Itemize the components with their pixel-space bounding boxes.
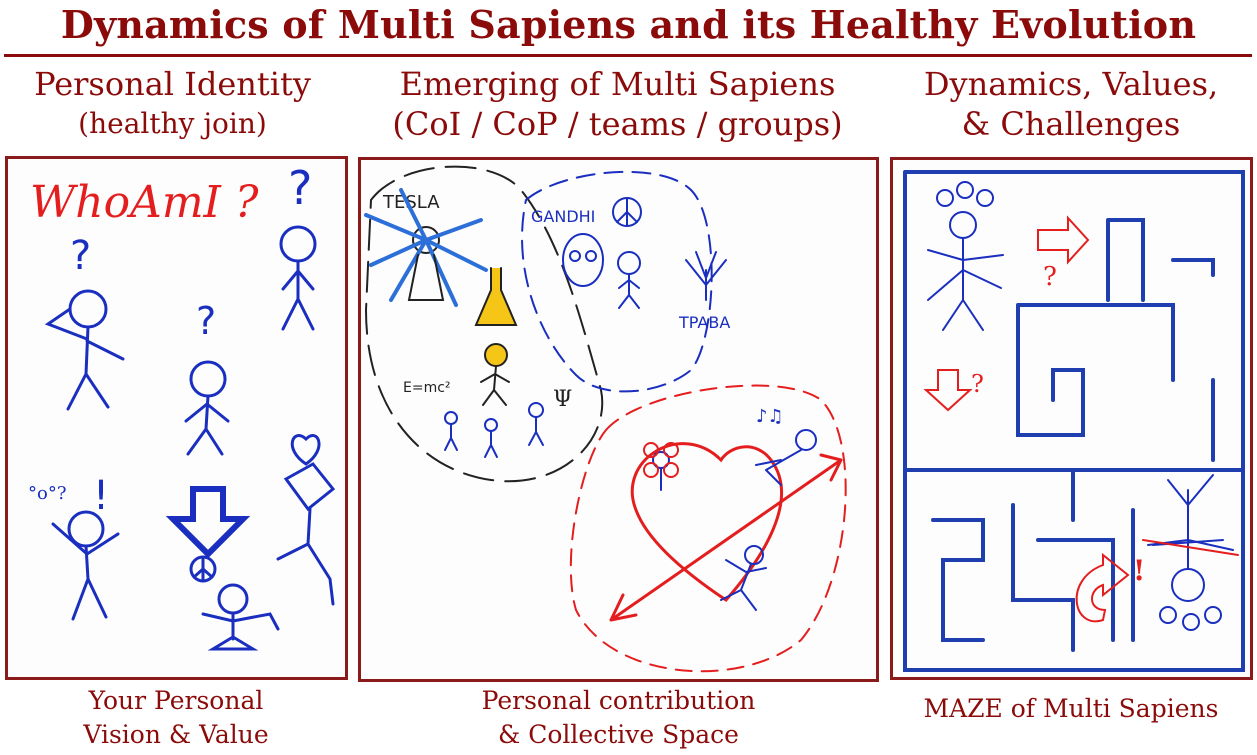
- trava-label: TPABA: [678, 313, 730, 332]
- tesla-label: TESLA: [382, 192, 440, 213]
- svg-text:?: ?: [70, 233, 91, 279]
- gandhi-label: GANDHI: [531, 207, 595, 226]
- tesla-coil-icon: [364, 188, 488, 307]
- thinking-figure-icon: ?: [44, 233, 125, 411]
- caption-line: Personal contribution: [481, 686, 756, 715]
- maze-question-label: ?: [1043, 262, 1057, 292]
- musician-figure-icon: ♪♫: [755, 406, 817, 486]
- panel-emerging: TESLA E=mc² Ψ GANDHI TPABA ♪♫: [358, 157, 879, 682]
- heart-figure-icon: [276, 434, 336, 606]
- frowning-figure-icon: ?: [279, 161, 317, 331]
- exclaiming-figure-icon: ! °o°?: [28, 473, 120, 621]
- caption-line: MAZE of Multi Sapiens: [923, 694, 1219, 723]
- down-arrow-icon: [165, 486, 251, 559]
- gandhi-figure-icon: [617, 251, 641, 309]
- svg-text:?: ?: [196, 299, 216, 343]
- gandhi-face-icon: [562, 233, 604, 287]
- heading-text: Personal Identity: [34, 65, 311, 103]
- peace-symbol-icon: [612, 197, 642, 227]
- love-bubble: [569, 384, 847, 673]
- page-title: Dynamics of Multi Sapiens and its Health…: [60, 2, 1197, 47]
- caption-personal: Your Personal Vision & Value: [0, 684, 352, 752]
- column-heading-dynamics: Dynamics, Values, & Challenges: [885, 64, 1257, 144]
- running-figure-icon: [720, 545, 767, 611]
- red-u-turn-arrow-icon: [1075, 552, 1130, 623]
- maze-drawing: ? ? !: [903, 170, 1245, 672]
- caption-line: Vision & Value: [83, 720, 269, 749]
- column-heading-emerging: Emerging of Multi Sapiens (CoI / CoP / t…: [350, 64, 885, 144]
- formula-label: E=mc²: [403, 380, 451, 396]
- small-figures-icon: [444, 402, 544, 458]
- svg-text:?: ?: [288, 161, 312, 215]
- red-arrow-right-icon: [1037, 215, 1090, 265]
- caption-collective: Personal contribution & Collective Space: [358, 684, 879, 752]
- caption-line: & Collective Space: [498, 720, 739, 749]
- multi-headed-figure-icon: [927, 181, 1004, 331]
- gandhi-bubble: [521, 170, 713, 393]
- panel-personal-identity: WhoAmI ? ? ? ? ! °o°?: [5, 156, 348, 680]
- heading-text: Emerging of Multi Sapiens: [399, 65, 836, 103]
- title-divider: [4, 54, 1252, 57]
- red-arrow-down-icon: [923, 369, 973, 412]
- smiley-center-figure-icon: [480, 343, 510, 406]
- maze-walls: [903, 170, 1245, 672]
- caption-line: Your Personal: [88, 686, 264, 715]
- maze-question-label-2: ?: [971, 370, 984, 398]
- worried-figure-icon: ?: [184, 299, 230, 456]
- grass-icon: [685, 251, 727, 301]
- upside-down-figure-icon: [1142, 474, 1239, 631]
- column-heading-personal-identity: Personal Identity (healthy join): [0, 64, 345, 144]
- psi-label: Ψ: [553, 387, 572, 412]
- subheading-text: (healthy join): [78, 107, 267, 140]
- heart-icon: [630, 442, 783, 602]
- flask-icon: [474, 267, 518, 326]
- svg-text:!: !: [93, 473, 109, 519]
- panel-maze: ? ? !: [890, 157, 1253, 680]
- whoami-label: WhoAmI ?: [30, 177, 259, 228]
- svg-text:°o°?: °o°?: [28, 483, 67, 504]
- subheading-text: & Challenges: [961, 105, 1181, 143]
- subheading-text: (CoI / CoP / teams / groups): [392, 105, 843, 143]
- caption-maze: MAZE of Multi Sapiens: [885, 692, 1257, 726]
- collective-space-drawing: TESLA E=mc² Ψ GANDHI TPABA ♪♫: [364, 165, 847, 673]
- heading-text: Dynamics, Values,: [923, 65, 1219, 103]
- stick-figures-drawing: ? ? ? ! °o°?: [28, 161, 336, 651]
- flower-icon: [643, 442, 679, 491]
- meditating-figure-icon: [189, 555, 280, 651]
- maze-exclaim-label: !: [1133, 554, 1145, 587]
- svg-text:♪♫: ♪♫: [756, 406, 784, 427]
- arrow-through-heart-icon: [609, 453, 843, 622]
- tesla-bubble: [364, 165, 604, 483]
